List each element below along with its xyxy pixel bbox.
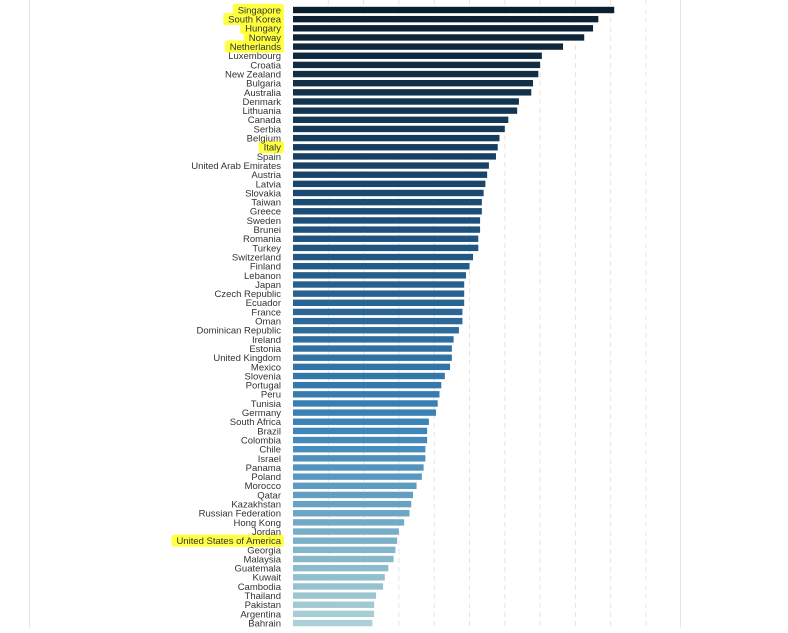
bar <box>293 620 372 626</box>
bar <box>293 153 496 159</box>
bar <box>293 162 489 168</box>
bar <box>293 309 462 315</box>
bar <box>293 428 427 434</box>
bar <box>293 327 459 333</box>
bar <box>293 373 445 379</box>
bar <box>293 7 614 13</box>
bar <box>293 592 376 598</box>
bar <box>293 98 519 104</box>
bar <box>293 190 484 196</box>
bar <box>293 565 388 571</box>
bar <box>293 34 584 40</box>
bar <box>293 602 374 608</box>
bars <box>293 7 614 628</box>
bar <box>293 181 485 187</box>
bar <box>293 25 593 31</box>
bar <box>293 409 436 415</box>
bar <box>293 528 399 534</box>
bar <box>293 556 394 562</box>
bar <box>293 226 480 232</box>
left-frame-line <box>29 0 30 628</box>
bar <box>293 547 395 553</box>
bar <box>293 611 374 617</box>
bar <box>293 318 462 324</box>
bar <box>293 117 508 123</box>
bar <box>293 400 438 406</box>
bar <box>293 107 517 113</box>
bar <box>293 501 411 507</box>
bar <box>293 574 385 580</box>
bar <box>293 336 454 342</box>
bar <box>293 281 464 287</box>
bar <box>293 300 464 306</box>
bar <box>293 510 409 516</box>
bar <box>293 272 466 278</box>
bar <box>293 208 482 214</box>
bar <box>293 492 413 498</box>
bar <box>293 455 425 461</box>
bar <box>293 382 441 388</box>
bar <box>293 473 422 479</box>
bar <box>293 62 540 68</box>
bar <box>293 464 424 470</box>
bar <box>293 80 533 86</box>
bar <box>293 290 464 296</box>
bar <box>293 126 505 132</box>
bar <box>293 437 427 443</box>
bar <box>293 135 500 141</box>
bar <box>293 345 452 351</box>
bar <box>293 483 417 489</box>
bar <box>293 263 470 269</box>
bar <box>293 144 498 150</box>
bar <box>293 89 531 95</box>
bar <box>293 199 482 205</box>
bar <box>293 254 473 260</box>
bar <box>293 538 397 544</box>
bar <box>293 583 383 589</box>
bar <box>293 43 563 49</box>
right-frame-line <box>680 0 681 628</box>
bar <box>293 519 404 525</box>
bar <box>293 217 480 223</box>
bar <box>293 419 429 425</box>
bar <box>293 364 450 370</box>
bar <box>293 245 478 251</box>
bar <box>293 355 452 361</box>
bar <box>293 53 542 59</box>
bar <box>293 71 538 77</box>
bar <box>293 391 440 397</box>
bar <box>293 16 598 22</box>
category-label: Bahrain <box>248 618 281 628</box>
bar <box>293 236 478 242</box>
bar <box>293 172 487 178</box>
bar <box>293 446 425 452</box>
